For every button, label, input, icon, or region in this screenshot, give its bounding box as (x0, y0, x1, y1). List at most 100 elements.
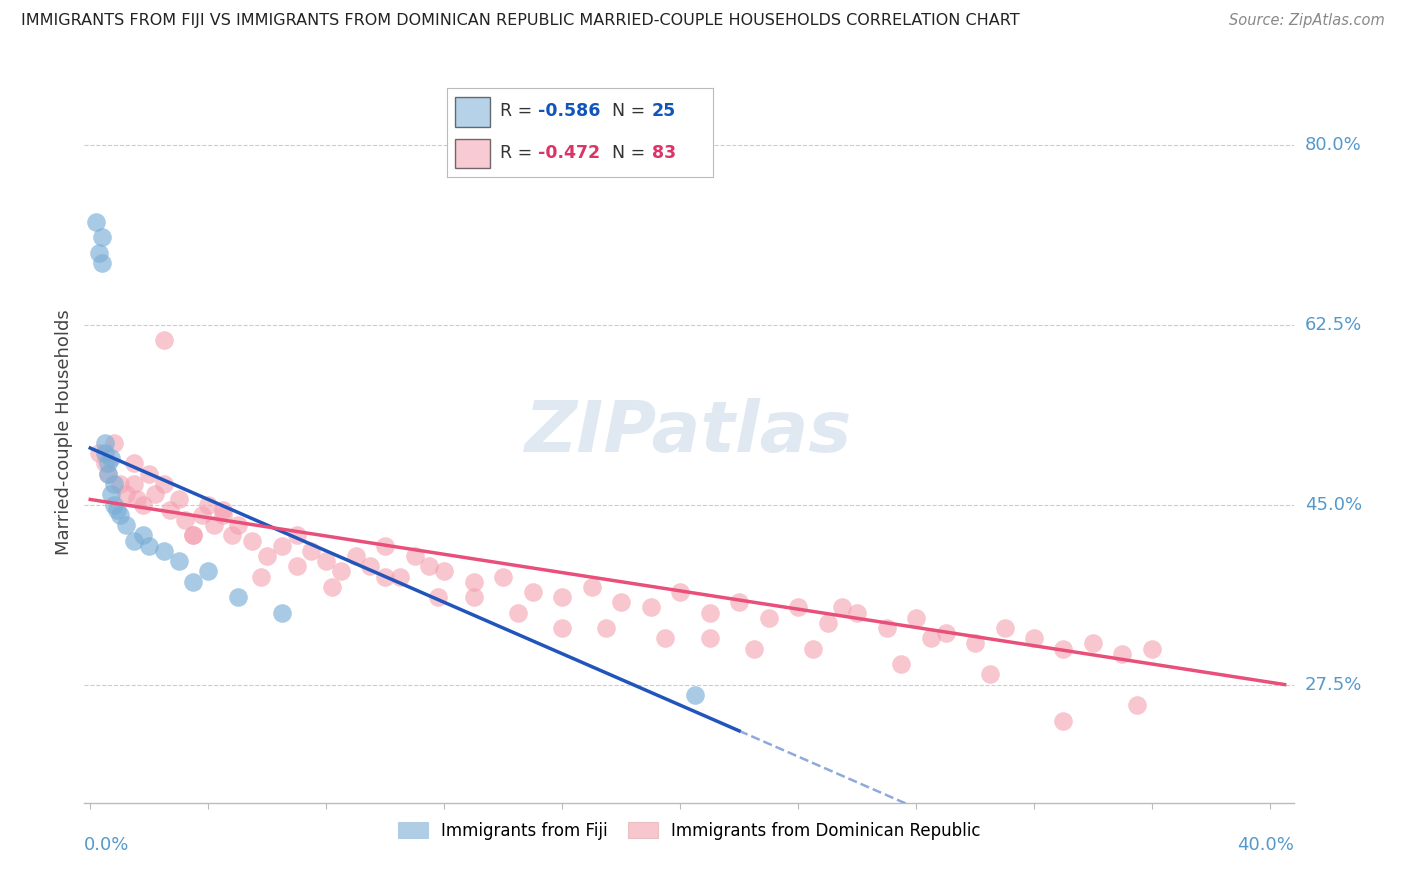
Point (97, 467, 120, 481)
Point (758, 611, 780, 625)
Point (846, 606, 869, 620)
Point (388, 569, 411, 583)
Point (97, 467, 120, 481)
Point (344, 549, 367, 563)
Point (1140, 641, 1163, 656)
Point (506, 606, 529, 620)
Point (905, 611, 928, 625)
Point (226, 518, 249, 533)
Text: IMMIGRANTS FROM FIJI VS IMMIGRANTS FROM DOMINICAN REPUBLIC MARRIED-COUPLE HOUSEH: IMMIGRANTS FROM FIJI VS IMMIGRANTS FROM … (21, 13, 1019, 29)
Point (197, 565, 219, 579)
Point (1081, 636, 1104, 650)
Point (183, 528, 205, 542)
Point (91, 256, 114, 270)
Point (876, 621, 898, 635)
Point (212, 502, 235, 516)
Point (654, 632, 676, 646)
Point (103, 436, 125, 450)
Point (551, 621, 574, 635)
Point (94, 436, 117, 450)
Point (108, 508, 131, 522)
Point (124, 533, 146, 548)
Point (433, 565, 456, 579)
Point (173, 513, 195, 527)
Point (226, 590, 249, 604)
Point (418, 559, 440, 574)
Point (138, 539, 160, 553)
Point (374, 539, 396, 553)
Point (463, 590, 485, 604)
Text: 62.5%: 62.5% (1305, 316, 1362, 334)
Point (94, 457, 117, 471)
Point (963, 636, 986, 650)
Point (683, 688, 706, 702)
Point (256, 549, 278, 563)
Point (183, 574, 205, 589)
Point (669, 585, 692, 599)
Point (191, 508, 214, 522)
Point (87, 245, 110, 260)
Point (153, 333, 176, 347)
Point (132, 498, 155, 512)
Point (979, 667, 1001, 681)
Text: 80.0%: 80.0% (1305, 136, 1361, 153)
Point (321, 580, 343, 594)
Point (212, 508, 235, 522)
Text: 45.0%: 45.0% (1305, 496, 1362, 514)
Point (87, 446, 110, 460)
Point (271, 539, 294, 553)
Point (114, 518, 136, 533)
Point (640, 600, 662, 615)
Point (463, 574, 485, 589)
Point (202, 518, 225, 533)
Point (831, 600, 853, 615)
Legend: Immigrants from Fiji, Immigrants from Dominican Republic: Immigrants from Fiji, Immigrants from Do… (391, 815, 987, 847)
Point (492, 569, 515, 583)
Point (159, 502, 181, 516)
Point (301, 544, 323, 558)
Point (1022, 632, 1045, 646)
Point (124, 477, 146, 491)
Point (315, 554, 337, 568)
Point (271, 606, 294, 620)
Point (787, 600, 810, 615)
Point (595, 621, 617, 635)
Point (890, 657, 912, 671)
Text: 27.5%: 27.5% (1305, 675, 1362, 694)
Point (817, 615, 839, 630)
Point (285, 528, 308, 542)
Point (100, 451, 122, 466)
Point (143, 487, 166, 501)
Point (167, 492, 190, 507)
Point (197, 498, 219, 512)
Point (285, 559, 308, 574)
Point (124, 457, 146, 471)
Text: 0.0%: 0.0% (84, 836, 129, 855)
Point (105, 502, 128, 516)
Text: ZIPatlas: ZIPatlas (526, 398, 852, 467)
Point (108, 477, 131, 491)
Point (404, 549, 426, 563)
Point (103, 498, 125, 512)
Point (153, 544, 176, 558)
Point (153, 477, 176, 491)
Point (427, 590, 450, 604)
Point (138, 467, 160, 481)
Point (728, 595, 751, 609)
Point (329, 565, 352, 579)
Point (132, 528, 155, 542)
Point (242, 533, 264, 548)
Point (551, 590, 574, 604)
Point (1052, 714, 1074, 728)
Point (699, 606, 721, 620)
Y-axis label: Married-couple Households: Married-couple Households (55, 310, 73, 556)
Point (801, 641, 824, 656)
Point (993, 621, 1015, 635)
Point (250, 569, 273, 583)
Point (1052, 641, 1074, 656)
Point (94, 446, 117, 460)
Point (183, 528, 205, 542)
Point (359, 559, 381, 574)
Point (610, 595, 633, 609)
Point (742, 641, 765, 656)
